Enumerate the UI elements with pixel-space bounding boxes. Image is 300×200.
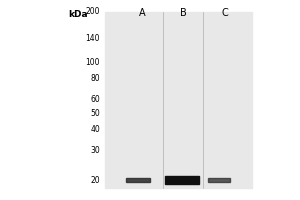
Text: 60: 60 xyxy=(90,96,100,104)
Bar xyxy=(126,178,150,182)
Text: 140: 140 xyxy=(85,34,100,43)
Text: C: C xyxy=(222,8,228,18)
Text: B: B xyxy=(180,8,186,18)
Text: 50: 50 xyxy=(90,109,100,118)
Text: 40: 40 xyxy=(90,125,100,134)
Text: 30: 30 xyxy=(90,146,100,155)
Text: 200: 200 xyxy=(85,7,100,17)
Bar xyxy=(105,12,252,188)
Text: 80: 80 xyxy=(90,74,100,83)
Text: A: A xyxy=(139,8,145,18)
Bar xyxy=(165,176,199,184)
Bar xyxy=(208,178,230,182)
Text: kDa: kDa xyxy=(68,10,88,19)
Text: 100: 100 xyxy=(85,58,100,67)
Text: 20: 20 xyxy=(90,176,100,185)
